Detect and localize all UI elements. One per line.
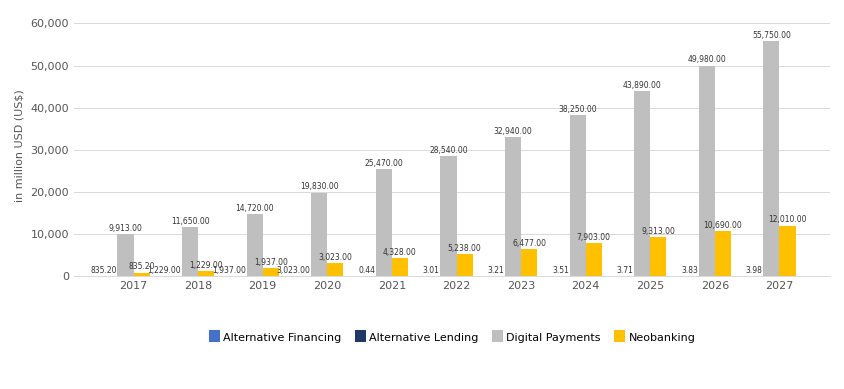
Bar — [714, 231, 730, 276]
Text: 55,750.00: 55,750.00 — [751, 31, 790, 40]
Bar — [197, 271, 214, 276]
Text: 4,328.00: 4,328.00 — [382, 247, 416, 257]
Text: 19,830.00: 19,830.00 — [300, 182, 338, 191]
Text: 6,477.00: 6,477.00 — [511, 238, 545, 247]
Text: 3,023.00: 3,023.00 — [276, 266, 310, 275]
Bar — [698, 66, 714, 276]
Legend: Alternative Financing, Alternative Lending, Digital Payments, Neobanking: Alternative Financing, Alternative Lendi… — [204, 329, 699, 348]
Bar — [117, 234, 133, 276]
Bar — [650, 237, 666, 276]
Bar — [521, 249, 537, 276]
Bar — [133, 273, 149, 276]
Text: 5,238.00: 5,238.00 — [447, 244, 481, 253]
Text: 32,940.00: 32,940.00 — [493, 127, 532, 136]
Bar — [392, 258, 408, 276]
Bar — [456, 254, 472, 276]
Bar — [327, 263, 343, 276]
Bar — [262, 268, 279, 276]
Bar — [246, 214, 262, 276]
Text: 3.98: 3.98 — [745, 266, 762, 275]
Bar — [633, 91, 650, 276]
Text: 3.01: 3.01 — [422, 266, 439, 275]
Text: 835.20: 835.20 — [90, 266, 116, 275]
Text: 3.21: 3.21 — [487, 266, 504, 275]
Text: 25,470.00: 25,470.00 — [364, 159, 403, 168]
Text: 10,690.00: 10,690.00 — [703, 221, 742, 230]
Bar — [440, 156, 456, 276]
Text: 12,010.00: 12,010.00 — [767, 215, 806, 224]
Text: 11,650.00: 11,650.00 — [170, 217, 209, 226]
Bar — [762, 41, 778, 276]
Text: 1,229.00: 1,229.00 — [148, 266, 181, 275]
Text: 835.20: 835.20 — [128, 262, 154, 271]
Text: 7,903.00: 7,903.00 — [576, 233, 610, 242]
Y-axis label: in million USD (US$): in million USD (US$) — [15, 89, 25, 202]
Text: 3.83: 3.83 — [680, 266, 697, 275]
Text: 1,937.00: 1,937.00 — [253, 258, 287, 266]
Bar — [569, 115, 585, 276]
Text: 49,980.00: 49,980.00 — [687, 55, 725, 64]
Bar — [505, 137, 521, 276]
Text: 1,937.00: 1,937.00 — [212, 266, 246, 275]
Text: 14,720.00: 14,720.00 — [235, 204, 273, 213]
Text: 28,540.00: 28,540.00 — [429, 145, 468, 155]
Text: 9,913.00: 9,913.00 — [108, 224, 142, 233]
Text: 3.71: 3.71 — [616, 266, 633, 275]
Bar — [311, 193, 327, 276]
Text: 43,890.00: 43,890.00 — [622, 81, 661, 90]
Text: 38,250.00: 38,250.00 — [558, 105, 596, 114]
Text: 0.44: 0.44 — [358, 266, 375, 275]
Bar — [376, 169, 392, 276]
Bar — [778, 226, 795, 276]
Text: 3,023.00: 3,023.00 — [318, 253, 352, 262]
Bar — [181, 227, 197, 276]
Bar — [585, 243, 601, 276]
Text: 9,313.00: 9,313.00 — [641, 227, 674, 236]
Text: 3.51: 3.51 — [551, 266, 568, 275]
Text: 1,229.00: 1,229.00 — [189, 261, 223, 270]
